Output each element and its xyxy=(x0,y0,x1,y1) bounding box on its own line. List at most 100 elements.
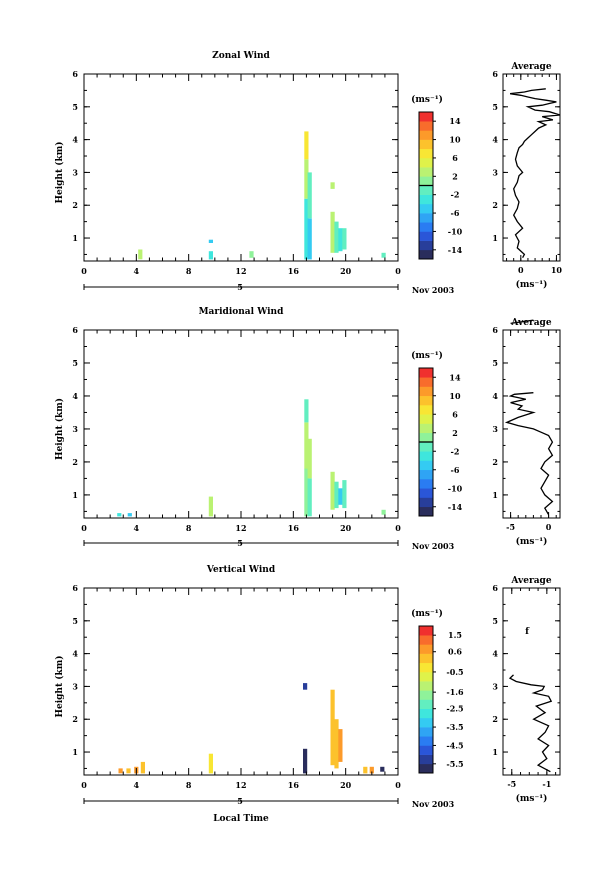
colorbar-segment xyxy=(419,249,433,260)
colorbar-segment xyxy=(419,763,433,774)
y-tick-label: 6 xyxy=(72,325,78,335)
y-tick-label: 1 xyxy=(72,233,78,243)
colorbar-tick-label: -4.5 xyxy=(446,740,463,750)
colorbar-frame xyxy=(418,625,434,774)
colorbar-tick-label: 14 xyxy=(449,372,461,382)
data-cell xyxy=(307,438,312,479)
y-tick-label: 6 xyxy=(72,69,78,79)
x-tick-label: 16 xyxy=(288,780,300,790)
average-y-tick-label: 3 xyxy=(492,167,498,177)
y-tick-label: 5 xyxy=(72,616,78,626)
data-cell xyxy=(369,766,374,774)
colorbar-segment xyxy=(419,148,433,159)
colorbar-segment xyxy=(419,176,433,186)
colorbar-tick-label: 1.5 xyxy=(448,630,462,640)
x-tick-label: 8 xyxy=(186,523,192,533)
x-tick-label: 4 xyxy=(134,780,140,790)
average-title: Average xyxy=(510,576,551,586)
y-tick-label: 2 xyxy=(72,714,78,724)
average-profile-line xyxy=(510,319,534,325)
data-cell xyxy=(208,496,213,517)
colorbar-segment xyxy=(419,130,433,140)
colorbar-tick-label: -6 xyxy=(451,465,460,475)
panel-title: Zonal Wind xyxy=(212,51,270,61)
y-tick-label: 1 xyxy=(72,747,78,757)
x-tick-label: 12 xyxy=(235,266,246,276)
average-y-tick-label: 6 xyxy=(492,69,498,79)
colorbar-segment xyxy=(419,423,433,434)
colorbar-tick-label: -2.5 xyxy=(446,704,463,714)
average-title: Average xyxy=(510,62,551,72)
data-cell xyxy=(307,172,312,219)
y-tick-label: 3 xyxy=(72,167,78,177)
average-x-tick-label: -5 xyxy=(507,779,516,789)
colorbar-segment xyxy=(419,213,433,223)
x-tick-label: 4 xyxy=(134,266,140,276)
plot-frame xyxy=(83,587,399,776)
colorbar-segment xyxy=(419,699,433,709)
colorbar-segment xyxy=(419,240,433,251)
colorbar-segment xyxy=(419,203,433,214)
colorbar-segment xyxy=(419,414,433,424)
data-cell xyxy=(381,252,386,258)
y-axis-label: Height (km) xyxy=(54,141,65,203)
colorbar-segment xyxy=(419,708,433,719)
colorbar-unit: (ms⁻¹) xyxy=(411,350,443,361)
panel-title: Maridional Wind xyxy=(199,307,285,317)
colorbar-segment xyxy=(419,157,433,168)
y-tick-label: 4 xyxy=(72,135,78,145)
colorbar-segment xyxy=(419,754,433,765)
average-y-tick-label: 1 xyxy=(492,233,498,243)
data-cell xyxy=(303,748,308,774)
day-label: 5 xyxy=(237,796,243,806)
data-cell xyxy=(303,683,308,690)
colorbar-segment xyxy=(419,395,433,406)
average-y-tick-label: 2 xyxy=(492,714,498,724)
colorbar-segment xyxy=(419,432,433,443)
x-tick-label: 8 xyxy=(186,780,192,790)
y-axis-label: Height (km) xyxy=(54,655,65,717)
data-cell xyxy=(380,766,385,772)
x-tick-label: 0 xyxy=(81,266,87,276)
colorbar-segment xyxy=(419,635,433,645)
day-label: 5 xyxy=(237,282,243,292)
average-frame xyxy=(502,587,561,776)
colorbar-segment xyxy=(419,231,433,241)
data-cell xyxy=(334,719,339,769)
colorbar-segment xyxy=(419,222,433,232)
colorbar-segment xyxy=(419,377,433,387)
colorbar-tick-label: -2 xyxy=(451,190,460,200)
colorbar-segment xyxy=(419,185,433,195)
x-tick-label: 4 xyxy=(134,523,140,533)
colorbar-segment xyxy=(419,386,433,397)
average-y-tick-label: 5 xyxy=(492,102,498,112)
average-y-tick-label: 1 xyxy=(492,747,498,757)
x-tick-label: 0 xyxy=(81,780,87,790)
x-tick-label: 16 xyxy=(288,266,300,276)
colorbar-segment xyxy=(419,442,433,452)
data-cell xyxy=(338,729,343,762)
data-cell xyxy=(138,249,143,260)
colorbar-segment xyxy=(419,727,433,737)
colorbar-tick-label: 6 xyxy=(452,409,458,419)
y-tick-label: 1 xyxy=(72,490,78,500)
colorbar-tick-label: -6 xyxy=(451,208,460,218)
x-axis-label: Local Time xyxy=(213,814,269,824)
y-tick-label: 5 xyxy=(72,102,78,112)
data-cell xyxy=(330,689,335,766)
colorbar-tick-label: -1.6 xyxy=(446,687,464,697)
data-cell xyxy=(127,513,132,517)
average-x-label: (ms⁻¹) xyxy=(516,536,548,547)
average-y-tick-label: 4 xyxy=(492,649,498,659)
data-cell xyxy=(330,182,335,189)
colorbar-segment xyxy=(419,653,433,664)
y-axis-label: Height (km) xyxy=(54,398,65,460)
average-x-tick-label: -5 xyxy=(506,522,515,532)
colorbar-tick-label: 0.6 xyxy=(448,647,462,657)
x-tick-label: 20 xyxy=(340,780,352,790)
average-frame xyxy=(502,73,561,262)
data-cell xyxy=(304,422,309,469)
colorbar-segment xyxy=(419,121,433,131)
average-y-tick-label: 5 xyxy=(492,616,498,626)
